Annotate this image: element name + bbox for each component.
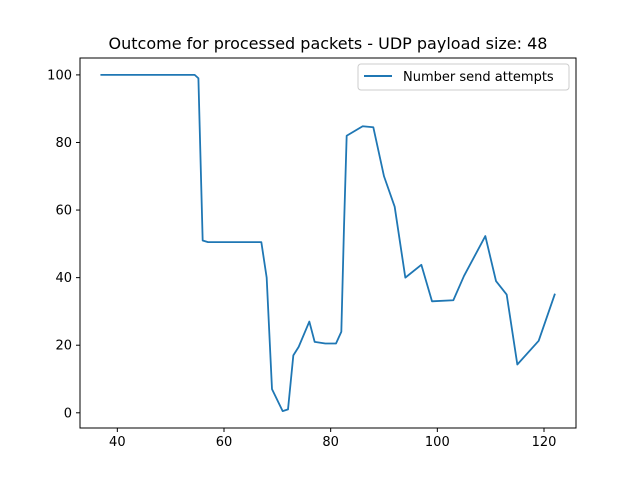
y-tick-label: 40 xyxy=(55,271,72,286)
chart-title: Outcome for processed packets - UDP payl… xyxy=(109,34,548,53)
legend-label-number-send-attempts: Number send attempts xyxy=(403,70,554,85)
y-tick-label: 0 xyxy=(64,406,72,421)
legend: Number send attempts xyxy=(357,63,570,91)
y-tick-label: 100 xyxy=(47,68,72,83)
x-tick-label: 120 xyxy=(532,435,557,450)
y-tick-label: 20 xyxy=(55,339,72,354)
series-layer xyxy=(100,73,556,413)
series-line-number-send-attempts xyxy=(100,73,556,413)
x-axis: 40 60 80 100 120 xyxy=(109,428,556,450)
x-tick-label: 60 xyxy=(216,435,233,450)
x-tick-label: 80 xyxy=(322,435,339,450)
plot-frame xyxy=(79,57,577,429)
y-axis: 0 20 40 60 80 100 xyxy=(47,68,80,421)
y-tick-label: 80 xyxy=(55,136,72,151)
y-tick-label: 60 xyxy=(55,204,72,219)
legend-box xyxy=(357,63,570,91)
x-tick-label: 40 xyxy=(109,435,126,450)
x-tick-label: 100 xyxy=(425,435,450,450)
